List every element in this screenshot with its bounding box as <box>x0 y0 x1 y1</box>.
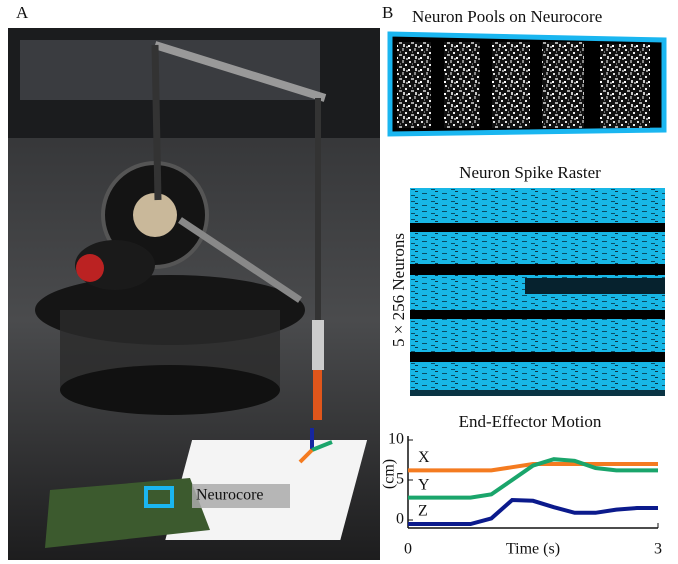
photo-label: Neurocore <box>196 487 264 504</box>
chart-title: End-Effector Motion <box>459 412 602 431</box>
pools-title: Neuron Pools on Neurocore <box>412 7 602 26</box>
raster-image <box>410 188 665 396</box>
y-tick-label: 10 <box>388 431 404 448</box>
panel-label: A <box>16 3 29 22</box>
y-tick-label: 0 <box>396 511 404 528</box>
panel-label: B <box>382 3 393 22</box>
raster-title: Neuron Spike Raster <box>459 163 601 182</box>
y-axis-label: (cm) <box>381 459 398 489</box>
pools-image <box>390 34 664 134</box>
x-axis-label: Time (s) <box>506 541 560 558</box>
photo <box>8 28 380 560</box>
raster-ylabel: 5 × 256 Neurons <box>389 233 408 347</box>
series-line <box>408 500 658 524</box>
x-tick-label: 0 <box>404 541 412 558</box>
series-label: Z <box>418 503 428 520</box>
figure: A Neurocore B Neuron Pools on Neurocore <box>0 0 678 564</box>
series-label: Y <box>418 476 430 493</box>
page: {"panel_labels": ["A", "B"], "photo_labe… <box>0 0 678 564</box>
x-tick-label: 3 <box>654 541 662 558</box>
series-label: X <box>418 449 430 466</box>
